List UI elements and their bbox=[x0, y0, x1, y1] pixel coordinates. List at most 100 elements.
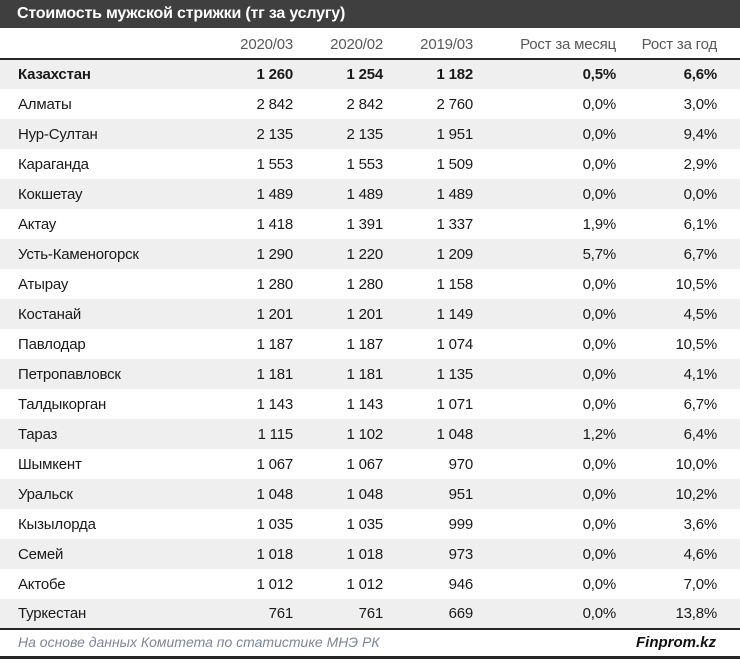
value-cell: 0,0% bbox=[582, 155, 617, 173]
city-cell: Семей bbox=[18, 545, 64, 563]
value-cell: 0,0% bbox=[582, 185, 617, 203]
value-cell: 5,7% bbox=[582, 245, 617, 263]
value-cell: 7,0% bbox=[683, 575, 718, 593]
city-cell: Актобе bbox=[18, 575, 66, 593]
value-cell: 0,0% bbox=[473, 599, 616, 630]
value-cell: 4,6% bbox=[683, 545, 718, 563]
table-row: Семей 1 018 1 018 973 0,0% 4,6% bbox=[0, 539, 740, 569]
value-cell: 1 187 bbox=[256, 335, 293, 353]
value-cell: 6,7% bbox=[683, 395, 718, 413]
value-cell: 1 290 bbox=[256, 245, 293, 263]
value-cell: 1 143 bbox=[256, 395, 293, 413]
value-cell: 10,0% bbox=[675, 455, 717, 473]
page-title: Стоимость мужской стрижки (тг за услугу) bbox=[17, 5, 346, 22]
value-cell: 6,6% bbox=[683, 66, 718, 83]
value-cell: 0,0% bbox=[582, 515, 617, 533]
value-cell: 1 337 bbox=[436, 215, 473, 233]
value-cell: 2,9% bbox=[683, 155, 718, 173]
value-cell: 2 135 bbox=[256, 125, 293, 143]
brand-logo-text: Finprom.kz bbox=[635, 633, 716, 651]
value-cell: 10,5% bbox=[675, 275, 717, 293]
value-cell: 946 bbox=[448, 575, 474, 593]
value-cell: 1 035 bbox=[256, 515, 293, 533]
value-cell: 1 067 bbox=[256, 455, 293, 473]
value-cell: 1 182 bbox=[436, 66, 473, 83]
city-cell: Петропавловск bbox=[18, 365, 121, 383]
value-cell: 1 951 bbox=[436, 125, 473, 143]
table-row: Павлодар 1 187 1 187 1 074 0,0% 10,5% bbox=[0, 329, 740, 359]
city-cell: Шымкент bbox=[18, 455, 82, 473]
table-row: Актобе 1 012 1 012 946 0,0% 7,0% bbox=[0, 569, 740, 599]
value-cell: 0,0% bbox=[683, 185, 718, 203]
footer: На основе данных Комитета по статистике … bbox=[0, 630, 740, 659]
col-header-city bbox=[0, 28, 230, 60]
value-cell: 9,4% bbox=[683, 125, 718, 143]
table-row: Кызылорда 1 035 1 035 999 0,0% 3,6% bbox=[0, 509, 740, 539]
value-cell: 1 553 bbox=[256, 155, 293, 173]
value-cell: 0,5% bbox=[582, 66, 617, 83]
city-cell: Туркестан bbox=[0, 599, 230, 630]
value-cell: 13,8% bbox=[616, 599, 740, 630]
value-cell: 1 254 bbox=[346, 66, 383, 83]
value-cell: 951 bbox=[448, 485, 474, 503]
col-header-2020-03: 2020/03 bbox=[230, 28, 293, 60]
value-cell: 1 048 bbox=[436, 425, 473, 443]
city-cell: Костанай bbox=[18, 305, 82, 323]
table-row: Казахстан 1 260 1 254 1 182 0,5% 6,6% bbox=[0, 59, 740, 89]
value-cell: 1 115 bbox=[257, 425, 294, 443]
value-cell: 2 135 bbox=[346, 125, 383, 143]
city-cell: Талдыкорган bbox=[18, 395, 107, 413]
table-row: Атырау 1 280 1 280 1 158 0,0% 10,5% bbox=[0, 269, 740, 299]
table-row: Костанай 1 201 1 201 1 149 0,0% 4,5% bbox=[0, 299, 740, 329]
value-cell: 1 280 bbox=[256, 275, 293, 293]
value-cell: 1 553 bbox=[346, 155, 383, 173]
table-row: Актау 1 418 1 391 1 337 1,9% 6,1% bbox=[0, 209, 740, 239]
value-cell: 0,0% bbox=[582, 455, 617, 473]
value-cell: 970 bbox=[448, 455, 474, 473]
table-row: Шымкент 1 067 1 067 970 0,0% 10,0% bbox=[0, 449, 740, 479]
value-cell: 0,0% bbox=[582, 275, 617, 293]
table-row: Нур-Султан 2 135 2 135 1 951 0,0% 9,4% bbox=[0, 119, 740, 149]
col-header-growth-year: Рост за год bbox=[616, 28, 740, 60]
value-cell: 0,0% bbox=[582, 305, 617, 323]
value-cell: 1 074 bbox=[436, 335, 473, 353]
table-row: Уральск 1 048 1 048 951 0,0% 10,2% bbox=[0, 479, 740, 509]
value-cell: 1 489 bbox=[436, 185, 473, 203]
value-cell: 1 158 bbox=[436, 275, 473, 293]
value-cell: 2 842 bbox=[256, 95, 293, 113]
value-cell: 1 035 bbox=[346, 515, 383, 533]
table-row: Тараз 1 115 1 102 1 048 1,2% 6,4% bbox=[0, 419, 740, 449]
value-cell: 10,2% bbox=[675, 485, 717, 503]
value-cell: 1 181 bbox=[346, 365, 383, 383]
value-cell: 0,0% bbox=[582, 575, 617, 593]
value-cell: 1 048 bbox=[346, 485, 383, 503]
value-cell: 0,0% bbox=[582, 545, 617, 563]
value-cell: 1 209 bbox=[436, 245, 473, 263]
city-cell: Алматы bbox=[18, 95, 72, 113]
value-cell: 761 bbox=[230, 599, 293, 630]
value-cell: 0,0% bbox=[582, 335, 617, 353]
table-row: Кокшетау 1 489 1 489 1 489 0,0% 0,0% bbox=[0, 179, 740, 209]
value-cell: 999 bbox=[448, 515, 474, 533]
value-cell: 1 181 bbox=[256, 365, 293, 383]
value-cell: 1 067 bbox=[346, 455, 383, 473]
city-cell: Уральск bbox=[18, 485, 73, 503]
city-cell: Казахстан bbox=[18, 66, 91, 83]
value-cell: 761 bbox=[293, 599, 383, 630]
value-cell: 0,0% bbox=[582, 95, 617, 113]
value-cell: 6,7% bbox=[683, 245, 718, 263]
col-header-2020-02: 2020/02 bbox=[293, 28, 383, 60]
table-body: Казахстан 1 260 1 254 1 182 0,5% 6,6% Алматы 2 … bbox=[0, 59, 740, 630]
value-cell: 1 201 bbox=[256, 305, 293, 323]
value-cell: 1 509 bbox=[436, 155, 473, 173]
table-row: Усть-Каменогорск 1 290 1 220 1 209 5,7% 6,7% bbox=[0, 239, 740, 269]
value-cell: 669 bbox=[383, 599, 473, 630]
city-cell: Атырау bbox=[18, 275, 69, 293]
value-cell: 1 220 bbox=[346, 245, 383, 263]
header-row: 2020/03 2020/02 2019/03 Рост за месяц Ро… bbox=[0, 28, 740, 60]
value-cell: 1 135 bbox=[436, 365, 473, 383]
value-cell: 1 489 bbox=[346, 185, 383, 203]
city-cell: Нур-Султан bbox=[18, 125, 98, 143]
value-cell: 1 143 bbox=[346, 395, 383, 413]
